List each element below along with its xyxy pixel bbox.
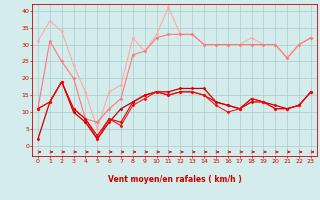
X-axis label: Vent moyen/en rafales ( km/h ): Vent moyen/en rafales ( km/h ) <box>108 175 241 184</box>
